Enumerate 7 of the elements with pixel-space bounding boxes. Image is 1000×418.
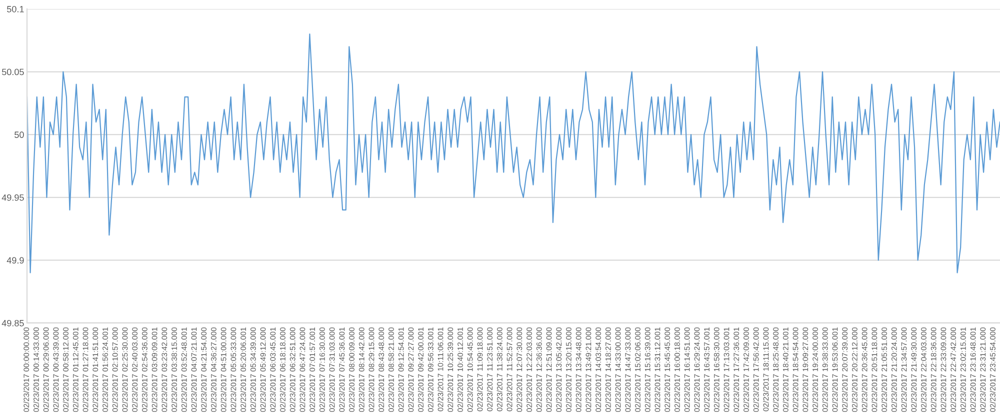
y-tick-label: 50 [14, 132, 24, 138]
line-series [27, 34, 1000, 274]
y-tick-label: 50.1 [7, 6, 24, 12]
y-tick-label: 49.85 [2, 320, 24, 326]
y-tick-label: 49.95 [2, 194, 24, 201]
y-tick-label: 50.05 [2, 68, 24, 76]
y-tick-label: 49.9 [6, 257, 24, 264]
